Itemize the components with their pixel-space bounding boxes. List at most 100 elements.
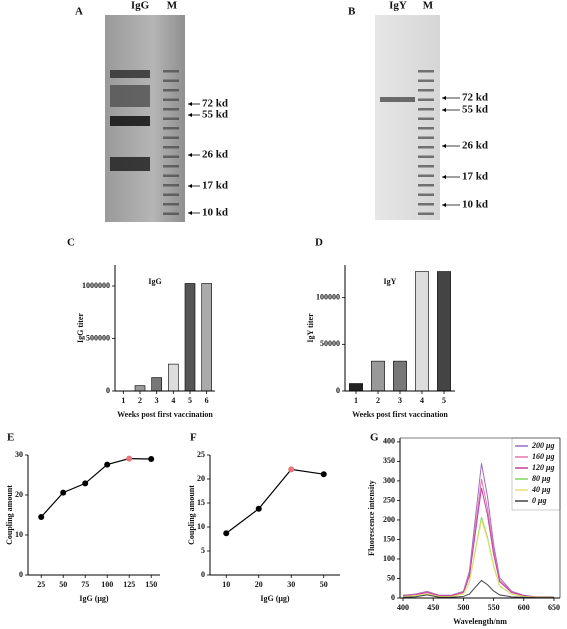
- y-tick-label: 0: [391, 593, 395, 602]
- bar: [393, 360, 407, 392]
- marker-ladder-band: [418, 98, 434, 101]
- arrow-head: [188, 211, 192, 215]
- point: [288, 466, 295, 473]
- y-tick-label: 0: [106, 386, 110, 395]
- x-axis-title: Weeks post first vaccination: [352, 410, 448, 419]
- marker-ladder-band: [163, 117, 179, 120]
- y-tick-label: 0: [201, 570, 205, 579]
- marker-ladder-band: [418, 165, 434, 168]
- bar: [415, 271, 429, 392]
- x-tick-label: 50: [320, 580, 328, 589]
- y-tick-label: 30: [15, 450, 23, 459]
- marker-ladder-band: [163, 89, 179, 92]
- legend-label: 120 μg: [532, 463, 554, 472]
- y-axis-title: Coupling amount: [187, 485, 196, 545]
- y-tick-label: 400: [383, 437, 395, 446]
- bar: [151, 377, 162, 392]
- marker-ladder-band: [163, 127, 179, 130]
- x-tick-label: 1: [354, 396, 358, 405]
- legend-label: 0 μg: [532, 496, 546, 505]
- chart-title: IgY: [384, 277, 397, 286]
- y-axis-title: Fluorescence intensity: [367, 480, 376, 556]
- marker-label: 17 kd: [462, 171, 488, 183]
- marker-label: 10 kd: [202, 207, 228, 219]
- arrow-head: [188, 102, 192, 106]
- legend: [511, 437, 561, 511]
- marker-ladder-band: [418, 146, 434, 149]
- y-tick-label: 150: [383, 534, 395, 543]
- arrow-head: [442, 203, 446, 207]
- spectrum-line: [402, 519, 554, 598]
- point: [148, 456, 155, 462]
- point: [126, 455, 133, 462]
- legend-label: 80 μg: [532, 474, 550, 483]
- x-tick-label: 25: [37, 580, 45, 589]
- arrow-head: [188, 153, 192, 157]
- line: [40, 457, 152, 518]
- y-tick-label: 350: [383, 456, 395, 465]
- y-tick-label: 25: [197, 450, 205, 459]
- panel-label: C: [67, 237, 75, 249]
- marker-ladder-band: [418, 193, 434, 196]
- arrow-head: [442, 108, 446, 112]
- panel-label: B: [348, 6, 356, 18]
- x-tick-label: 4: [171, 396, 175, 405]
- x-tick-label: 50: [59, 580, 67, 589]
- point: [60, 489, 67, 496]
- marker-ladder-band: [163, 108, 179, 111]
- y-tick-label: 200: [383, 515, 395, 524]
- marker-ladder-band: [418, 108, 434, 111]
- x-tick-label: 1: [121, 396, 125, 405]
- marker-label: 72 kd: [202, 98, 228, 110]
- marker-label: 26 kd: [202, 149, 228, 161]
- bar: [349, 383, 363, 392]
- spectrum-line: [402, 463, 554, 598]
- gel-band: [380, 97, 415, 102]
- y-tick-label: 5: [201, 546, 205, 555]
- marker-ladder-band: [418, 117, 434, 120]
- x-tick-label: 5: [442, 396, 446, 405]
- marker-label: 55 kd: [202, 109, 228, 121]
- x-tick-label: 150: [145, 580, 157, 589]
- x-tick-label: 5: [188, 396, 192, 405]
- marker-ladder-band: [418, 89, 434, 92]
- y-axis-title: IgG titer: [76, 313, 85, 343]
- marker-ladder-band: [418, 79, 434, 82]
- marker-ladder-band: [163, 184, 179, 187]
- gel-band: [110, 85, 150, 107]
- x-tick-label: 3: [398, 396, 402, 405]
- point: [223, 530, 230, 537]
- marker-ladder-band: [418, 203, 434, 206]
- panel-label: A: [75, 6, 83, 18]
- x-tick-label: 3: [155, 396, 159, 405]
- spectrum-line: [403, 579, 554, 599]
- y-tick-label: 250: [383, 495, 395, 504]
- y-tick-label: 0: [19, 570, 23, 579]
- lane-label: IgG: [131, 0, 150, 12]
- x-axis-title: IgG (μg): [79, 594, 109, 603]
- x-tick-label: 20: [255, 580, 263, 589]
- gel-band: [110, 116, 150, 126]
- y-tick-label: 500000: [86, 333, 110, 342]
- marker-label: 55 kd: [462, 104, 488, 116]
- x-tick-label: 650: [548, 603, 560, 612]
- legend-label: 200 μg: [531, 441, 554, 450]
- x-tick-label: 4: [420, 396, 424, 405]
- bar: [184, 283, 196, 392]
- line: [225, 468, 324, 534]
- x-tick-label: 100: [101, 580, 113, 589]
- chart-title: IgG: [148, 277, 161, 286]
- x-axis-title: Weeks post first vaccination: [117, 410, 213, 419]
- bar: [437, 271, 451, 392]
- x-tick-label: 125: [123, 580, 135, 589]
- y-tick-label: 1000000: [82, 281, 110, 290]
- y-tick-label: 15: [197, 498, 205, 507]
- point: [82, 480, 89, 487]
- marker-ladder-band: [418, 136, 434, 139]
- marker-ladder-band: [163, 136, 179, 139]
- lane-label: M: [423, 0, 434, 12]
- arrow-head: [442, 175, 446, 179]
- y-tick-label: 0: [336, 386, 340, 395]
- y-axis-title: IgY titer: [306, 313, 315, 343]
